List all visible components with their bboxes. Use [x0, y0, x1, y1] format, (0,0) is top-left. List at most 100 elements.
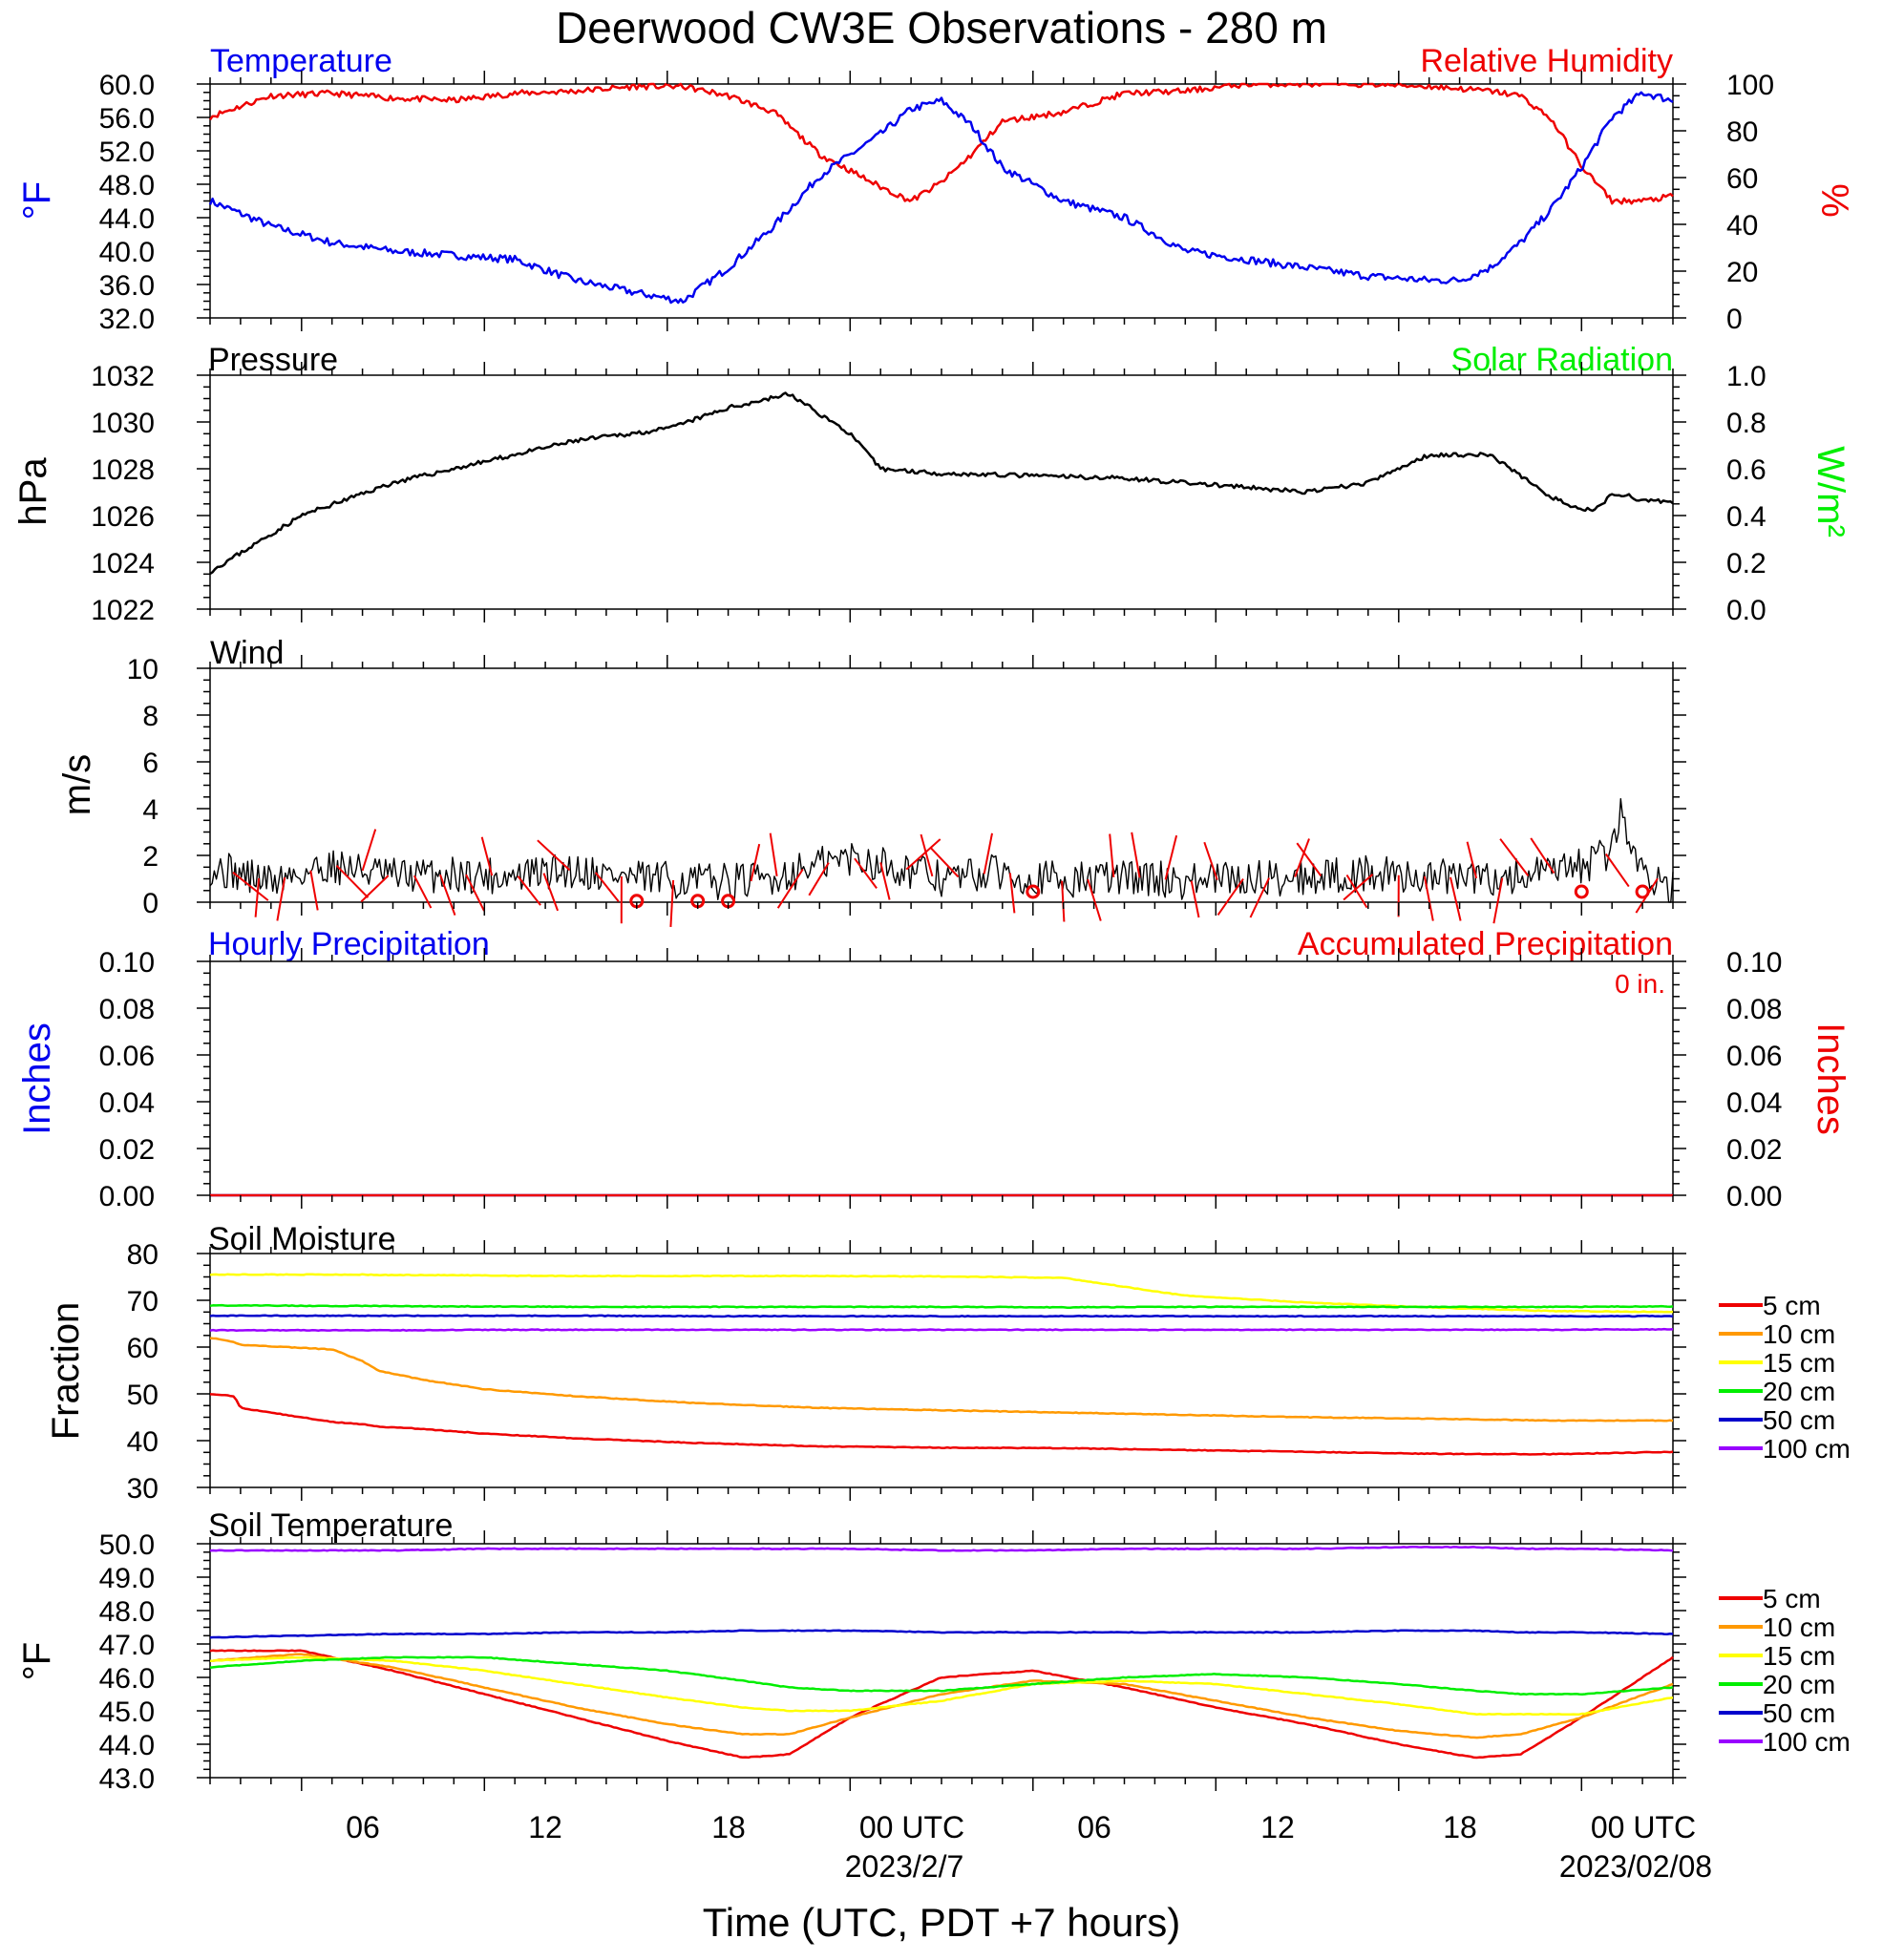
series-line-soil-temperature-100cm	[209, 1545, 1674, 1552]
wind-barb	[669, 879, 675, 927]
y-tick-precip-right-0.06: 0.06	[1726, 1041, 1782, 1072]
axis-label-soil-temperature-unit: °F	[16, 1642, 58, 1680]
y-tick-soil-temp-43: 43.0	[99, 1763, 155, 1795]
wind-barb	[929, 846, 960, 878]
tick-marks-wind	[197, 655, 1686, 916]
series-group-pressure	[209, 391, 1674, 576]
wind-barb	[1423, 875, 1434, 921]
axis-label-humidity-unit: %	[1813, 183, 1855, 218]
y-tick-wind-0: 0	[142, 888, 159, 919]
y-tick-wind-6: 6	[142, 748, 159, 779]
panel-title-solar-radiation: Solar Radiation	[1451, 342, 1673, 378]
axis-label-pressure-unit: hPa	[12, 457, 54, 526]
x-tick-label-00utc-b: 00 UTC	[1591, 1810, 1696, 1844]
wind-barb	[1449, 876, 1462, 921]
y-tick-pressure-1022: 1022	[91, 595, 155, 626]
panel-soil-temperature: Soil Temperature °F 50.0 49.0 48.0 47.0 …	[16, 1507, 1851, 1795]
y-ticks-humidity: 100 80 60 40 20 0	[1726, 70, 1774, 335]
y-tick-wind-2: 2	[142, 841, 159, 873]
series-line-relative-humidity	[208, 82, 1674, 205]
x-date-label-2: 2023/02/08	[1559, 1849, 1712, 1884]
y-tick-humidity-80: 80	[1726, 116, 1758, 148]
x-tick-label-18-a: 18	[711, 1810, 746, 1844]
wind-barb	[1203, 841, 1218, 881]
x-tick-label-06-a: 06	[346, 1810, 380, 1844]
y-tick-temperature-32: 32.0	[99, 304, 155, 335]
calm-wind-marker	[1635, 884, 1650, 899]
y-tick-temperature-60: 60.0	[99, 70, 155, 101]
axis-label-hourly-precip-unit: Inches	[16, 1022, 58, 1135]
panel-precipitation: Hourly Precipitation Accumulated Precipi…	[16, 926, 1851, 1212]
panel-title-soil-temperature: Soil Temperature	[208, 1507, 453, 1544]
wind-barb	[594, 872, 620, 903]
y-tick-temperature-36: 36.0	[99, 270, 155, 302]
panel-soil-moisture: Soil Moisture Fraction 80 70 60 50 40 30…	[45, 1221, 1851, 1505]
y-tick-precip-left-0.08: 0.08	[99, 994, 155, 1025]
wind-barb	[1109, 833, 1115, 877]
wind-barb	[1604, 853, 1630, 888]
y-tick-pressure-1030: 1030	[91, 408, 155, 439]
wind-barb	[769, 832, 778, 876]
legend-label-sm-10cm: 10 cm	[1763, 1319, 1835, 1349]
y-tick-precip-right-0.10: 0.10	[1726, 947, 1782, 979]
wind-barb	[465, 874, 485, 912]
legend-label-sm-20cm: 20 cm	[1763, 1377, 1835, 1406]
series-line-soil-temperature-50cm	[209, 1629, 1674, 1639]
y-ticks-pressure: 1032 1030 1028 1026 1024 1022	[91, 361, 155, 626]
wind-barb	[1131, 832, 1141, 878]
panel-title-hourly-precipitation: Hourly Precipitation	[208, 926, 490, 962]
wind-barb	[854, 857, 878, 889]
y-tick-humidity-20: 20	[1726, 257, 1758, 288]
wind-barb	[1499, 838, 1530, 877]
series-line-soil-moisture-100cm	[209, 1327, 1674, 1332]
series-group-temperature-humidity	[208, 82, 1674, 305]
y-tick-temperature-52: 52.0	[99, 137, 155, 168]
legend-label-st-50cm: 50 cm	[1763, 1698, 1835, 1728]
y-tick-soil-moisture-40: 40	[127, 1426, 159, 1458]
y-tick-solar-1.0: 1.0	[1726, 361, 1767, 392]
axis-label-temperature-unit: °F	[16, 181, 58, 220]
y-tick-precip-right-0.02: 0.02	[1726, 1134, 1782, 1166]
y-tick-precip-left-0.06: 0.06	[99, 1041, 155, 1072]
series-line-soil-moisture-10cm	[209, 1337, 1674, 1423]
y-tick-humidity-60: 60	[1726, 163, 1758, 195]
wind-barb	[537, 839, 571, 872]
axis-label-solar-unit: W/m²	[1809, 446, 1851, 537]
wind-barb	[1345, 874, 1368, 909]
y-tick-soil-moisture-60: 60	[127, 1333, 159, 1364]
wind-barb	[1087, 878, 1102, 921]
y-ticks-wind: 10 8 6 4 2 0	[127, 654, 159, 919]
wind-barb	[1492, 877, 1504, 924]
wind-barb	[1217, 878, 1244, 916]
legend-label-st-5cm: 5 cm	[1763, 1584, 1821, 1613]
panel-title-relative-humidity: Relative Humidity	[1420, 43, 1673, 79]
legend-label-sm-100cm: 100 cm	[1763, 1434, 1851, 1464]
wind-barb	[1343, 874, 1374, 901]
y-tick-humidity-40: 40	[1726, 210, 1758, 242]
legend-label-st-20cm: 20 cm	[1763, 1670, 1835, 1699]
series-line-wind-speed	[209, 798, 1674, 903]
wind-barb	[480, 836, 494, 876]
wind-barb	[413, 875, 433, 909]
wind-barb	[309, 870, 319, 911]
wind-barb	[776, 868, 804, 909]
wind-barb-group	[232, 829, 1659, 927]
y-tick-humidity-100: 100	[1726, 70, 1774, 101]
accumulated-total-label: 0 in.	[1615, 969, 1665, 999]
y-tick-solar-0.8: 0.8	[1726, 408, 1767, 439]
y-ticks-soil-temperature: 50.0 49.0 48.0 47.0 46.0 45.0 44.0 43.0	[99, 1529, 155, 1795]
wind-barb	[879, 862, 891, 900]
y-ticks-soil-moisture: 80 70 60 50 40 30	[127, 1239, 159, 1505]
y-tick-precip-right-0.04: 0.04	[1726, 1087, 1782, 1119]
y-tick-soil-temp-47: 47.0	[99, 1630, 155, 1661]
series-line-soil-moisture-5cm	[209, 1393, 1674, 1456]
series-line-soil-temperature-20cm	[209, 1655, 1674, 1697]
legend-label-sm-15cm: 15 cm	[1763, 1348, 1835, 1378]
y-tick-precip-left-0.02: 0.02	[99, 1134, 155, 1166]
figure-title: Deerwood CW3E Observations - 280 m	[556, 3, 1327, 53]
y-ticks-solar: 1.0 0.8 0.6 0.4 0.2 0.0	[1726, 361, 1767, 626]
legend-soil-moisture: 5 cm 10 cm 15 cm 20 cm 50 cm 100 cm	[1719, 1291, 1851, 1464]
tick-marks-temperature-humidity	[197, 71, 1686, 331]
y-tick-wind-4: 4	[142, 794, 159, 826]
legend-label-st-100cm: 100 cm	[1763, 1727, 1851, 1757]
